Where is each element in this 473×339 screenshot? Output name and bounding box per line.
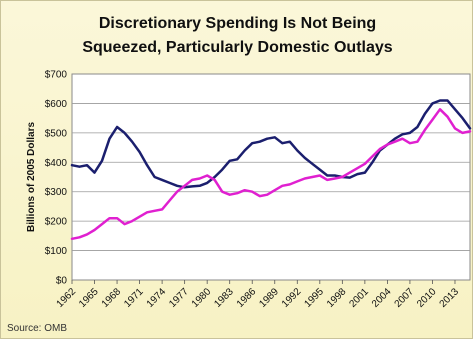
- x-tick-label: 1968: [100, 286, 124, 310]
- x-tick-label: 2007: [393, 286, 417, 310]
- x-tick-label: 1980: [190, 286, 214, 310]
- source-note: Source: OMB: [7, 323, 68, 334]
- x-tick-label: 2001: [347, 286, 371, 310]
- plot-area: [71, 73, 471, 281]
- chart-title-line-2: Squeezed, Particularly Domestic Outlays: [82, 39, 393, 56]
- y-tick-label: $100: [45, 246, 68, 257]
- y-tick-label: $600: [45, 99, 68, 110]
- x-tick-label: 1995: [302, 286, 326, 310]
- x-tick-label: 1998: [325, 286, 349, 310]
- y-tick-label: $200: [45, 217, 68, 228]
- x-tick-label: 1962: [55, 286, 79, 310]
- y-axis-label: Billions of 2005 Dollars: [26, 122, 37, 232]
- series-group: [70, 99, 472, 241]
- series-line-2: [70, 108, 472, 241]
- x-tick-label: 1971: [122, 286, 146, 310]
- y-tick-label: $300: [45, 187, 68, 198]
- x-axis-ticks: 1962 1965 1968 1971 1974 1977 1980 1983 1986 1989…: [55, 280, 462, 310]
- x-tick-label: 1983: [212, 286, 236, 310]
- x-tick-label: 2013: [438, 286, 462, 310]
- chart-title-line-1: Discretionary Spending Is Not Being: [98, 15, 377, 32]
- x-tick-label: 1965: [77, 286, 101, 310]
- y-tick-label: $400: [45, 158, 68, 169]
- y-tick-label: $700: [45, 70, 68, 81]
- x-tick-label: 1974: [145, 286, 169, 310]
- x-tick-label: 1986: [235, 286, 259, 310]
- series-line-1: [70, 99, 472, 189]
- x-tick-label: 1977: [167, 286, 191, 310]
- y-tick-label: $0: [56, 276, 68, 287]
- y-axis-ticks: $0 $100 $200 $300 $400 $500 $600 $700: [45, 70, 68, 287]
- x-tick-label: 1989: [257, 286, 281, 310]
- x-tick-label: 2010: [415, 286, 439, 310]
- x-tick-label: 2004: [370, 286, 394, 310]
- x-tick-label: 1992: [280, 286, 304, 310]
- y-tick-label: $500: [45, 128, 68, 139]
